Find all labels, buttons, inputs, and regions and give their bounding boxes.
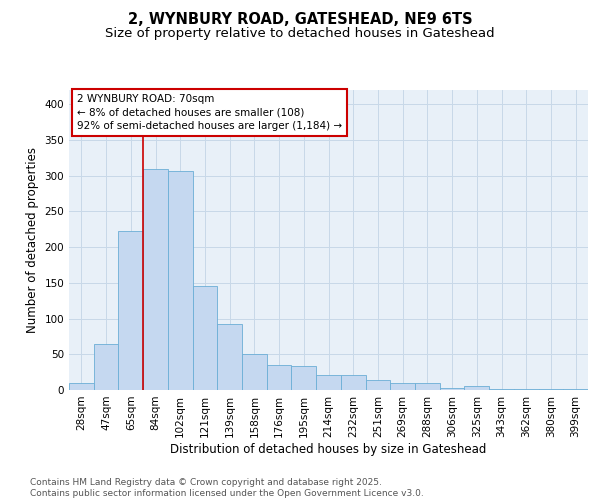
Bar — [341, 375, 365, 390]
Bar — [316, 375, 341, 390]
Bar — [292, 366, 316, 390]
Bar — [94, 344, 118, 390]
Bar — [143, 168, 168, 390]
Bar — [563, 388, 588, 390]
Text: Size of property relative to detached houses in Gateshead: Size of property relative to detached ho… — [105, 28, 495, 40]
Bar — [242, 354, 267, 390]
X-axis label: Distribution of detached houses by size in Gateshead: Distribution of detached houses by size … — [170, 442, 487, 456]
Bar — [118, 232, 143, 390]
Bar — [464, 386, 489, 390]
Bar — [415, 383, 440, 390]
Bar — [514, 388, 539, 390]
Bar — [193, 286, 217, 390]
Text: Contains HM Land Registry data © Crown copyright and database right 2025.
Contai: Contains HM Land Registry data © Crown c… — [30, 478, 424, 498]
Bar — [217, 324, 242, 390]
Bar — [390, 383, 415, 390]
Bar — [267, 365, 292, 390]
Bar — [365, 380, 390, 390]
Y-axis label: Number of detached properties: Number of detached properties — [26, 147, 39, 333]
Bar — [440, 388, 464, 390]
Bar — [69, 383, 94, 390]
Text: 2 WYNBURY ROAD: 70sqm
← 8% of detached houses are smaller (108)
92% of semi-deta: 2 WYNBURY ROAD: 70sqm ← 8% of detached h… — [77, 94, 342, 131]
Text: 2, WYNBURY ROAD, GATESHEAD, NE9 6TS: 2, WYNBURY ROAD, GATESHEAD, NE9 6TS — [128, 12, 472, 28]
Bar — [168, 170, 193, 390]
